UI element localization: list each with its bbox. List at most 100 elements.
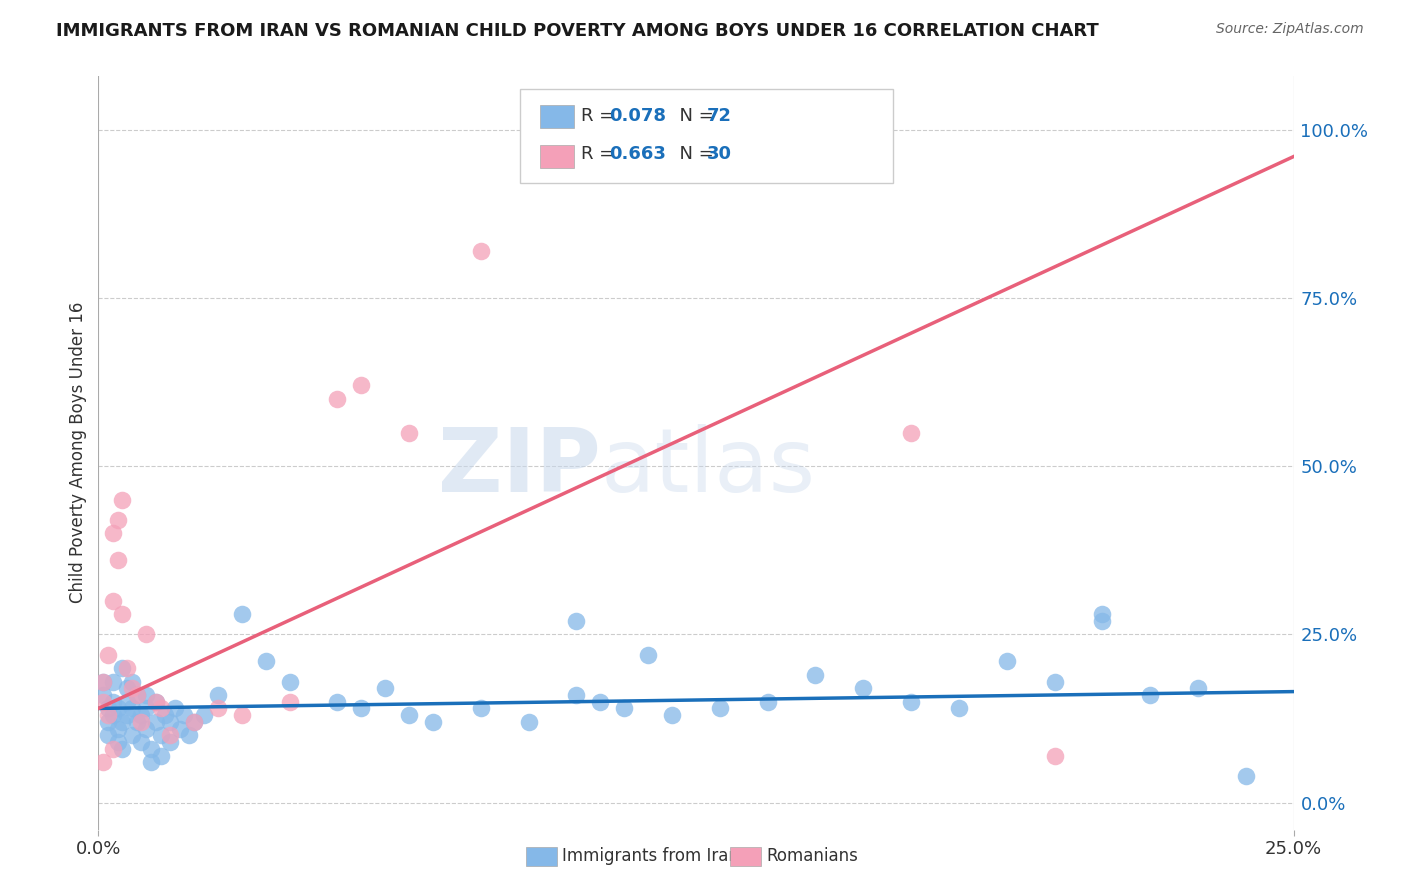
- Point: [125, 714, 148, 729]
- Text: 72: 72: [707, 107, 733, 125]
- Point: [101, 741, 124, 756]
- Point: [163, 701, 186, 715]
- Point: [565, 688, 588, 702]
- Point: [107, 701, 129, 715]
- Text: R =: R =: [581, 145, 620, 163]
- Point: [91, 695, 114, 709]
- Point: [804, 667, 827, 681]
- Point: [149, 701, 172, 715]
- Point: [131, 714, 153, 729]
- Point: [709, 701, 731, 715]
- Point: [183, 714, 205, 729]
- Point: [97, 714, 120, 729]
- Point: [900, 695, 922, 709]
- Point: [1091, 607, 1114, 622]
- Point: [326, 695, 349, 709]
- Text: Romanians: Romanians: [766, 847, 858, 865]
- Point: [139, 756, 162, 770]
- Point: [101, 526, 124, 541]
- Point: [159, 735, 181, 749]
- Point: [107, 553, 129, 567]
- Point: [115, 661, 138, 675]
- Point: [121, 701, 143, 715]
- Point: [422, 714, 444, 729]
- Point: [193, 708, 215, 723]
- Point: [121, 728, 143, 742]
- Text: 0.663: 0.663: [609, 145, 665, 163]
- Point: [995, 654, 1018, 668]
- Point: [756, 695, 779, 709]
- Point: [97, 708, 120, 723]
- Text: 30: 30: [707, 145, 733, 163]
- Point: [135, 627, 157, 641]
- Point: [326, 392, 349, 406]
- Point: [159, 714, 181, 729]
- Point: [111, 741, 134, 756]
- Point: [145, 714, 167, 729]
- Point: [1043, 748, 1066, 763]
- Point: [145, 695, 167, 709]
- Point: [1187, 681, 1209, 696]
- Point: [350, 701, 373, 715]
- Point: [107, 722, 129, 736]
- Point: [231, 708, 253, 723]
- Point: [565, 614, 588, 628]
- Point: [661, 708, 683, 723]
- Point: [207, 688, 229, 702]
- Point: [374, 681, 396, 696]
- Point: [231, 607, 253, 622]
- Point: [111, 661, 134, 675]
- Text: Immigrants from Iran: Immigrants from Iran: [562, 847, 740, 865]
- Point: [613, 701, 636, 715]
- Point: [135, 722, 157, 736]
- Point: [115, 695, 138, 709]
- Text: Source: ZipAtlas.com: Source: ZipAtlas.com: [1216, 22, 1364, 37]
- Point: [135, 701, 157, 715]
- Point: [91, 674, 114, 689]
- Text: atlas: atlas: [600, 425, 815, 511]
- Point: [115, 708, 138, 723]
- Point: [131, 708, 153, 723]
- Point: [111, 714, 134, 729]
- Point: [97, 728, 120, 742]
- Point: [948, 701, 970, 715]
- Point: [101, 708, 124, 723]
- Point: [589, 695, 612, 709]
- Point: [169, 722, 191, 736]
- Point: [398, 708, 420, 723]
- Text: R =: R =: [581, 107, 620, 125]
- Point: [179, 728, 201, 742]
- Point: [111, 492, 134, 507]
- Point: [149, 748, 172, 763]
- Point: [149, 728, 172, 742]
- Text: 0.078: 0.078: [609, 107, 666, 125]
- Point: [1043, 674, 1066, 689]
- Point: [131, 735, 153, 749]
- Point: [852, 681, 875, 696]
- Point: [107, 513, 129, 527]
- Y-axis label: Child Poverty Among Boys Under 16: Child Poverty Among Boys Under 16: [69, 302, 87, 603]
- Point: [155, 708, 177, 723]
- Point: [398, 425, 420, 440]
- Point: [207, 701, 229, 715]
- Point: [101, 674, 124, 689]
- Point: [115, 681, 138, 696]
- Point: [470, 244, 492, 258]
- Point: [91, 674, 114, 689]
- Text: IMMIGRANTS FROM IRAN VS ROMANIAN CHILD POVERTY AMONG BOYS UNDER 16 CORRELATION C: IMMIGRANTS FROM IRAN VS ROMANIAN CHILD P…: [56, 22, 1099, 40]
- Point: [278, 674, 301, 689]
- Point: [139, 741, 162, 756]
- Point: [121, 681, 143, 696]
- Point: [91, 756, 114, 770]
- Point: [900, 425, 922, 440]
- Point: [173, 708, 195, 723]
- Point: [97, 648, 120, 662]
- Point: [111, 607, 134, 622]
- Point: [145, 695, 167, 709]
- Text: N =: N =: [668, 145, 720, 163]
- Point: [135, 688, 157, 702]
- Point: [1139, 688, 1161, 702]
- Point: [637, 648, 659, 662]
- Text: ZIP: ZIP: [437, 425, 600, 511]
- Point: [125, 688, 148, 702]
